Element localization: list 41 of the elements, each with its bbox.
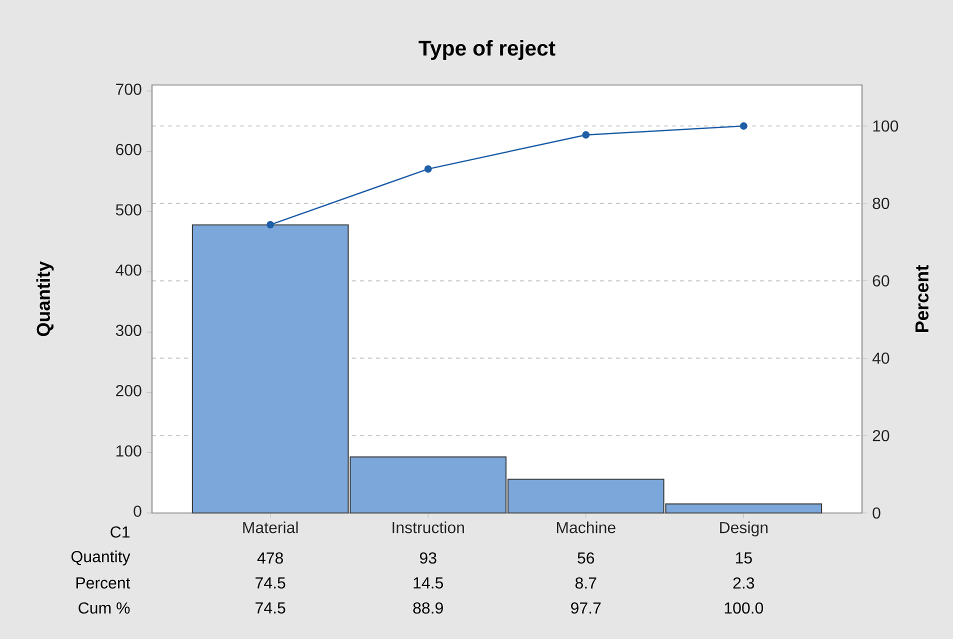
- data-label: 93: [420, 552, 436, 564]
- data-label: 74.5: [256, 602, 286, 614]
- data-label: 15: [736, 552, 752, 564]
- y2-tick-label: 80: [872, 198, 890, 210]
- y2-axis-title: Percent: [916, 265, 929, 332]
- y-tick-label: 300: [116, 324, 142, 336]
- y2-tick-label: 20: [872, 430, 890, 442]
- x-tick-label: Design: [720, 521, 768, 536]
- y-tick-label: 600: [116, 144, 142, 156]
- point: [740, 122, 748, 130]
- x-axis-title: C1: [110, 526, 130, 538]
- text: Cum %: [78, 602, 130, 614]
- x-tick-label: Material: [243, 521, 298, 534]
- data-label: 56: [578, 552, 594, 564]
- point: [582, 131, 590, 139]
- x-tick-label: Machine: [556, 521, 616, 534]
- text: Percent: [76, 577, 130, 589]
- y2-tick-label: 0: [872, 507, 880, 519]
- data-label: 88.9: [413, 602, 443, 614]
- text: 74.5: [256, 577, 286, 589]
- data-label: 97.7: [571, 602, 601, 614]
- y-tick-label: 100: [116, 445, 142, 457]
- y-tick-label: 200: [116, 385, 142, 396]
- data-label: 478: [257, 552, 283, 564]
- y2-tick-label: 100: [873, 120, 898, 132]
- point: [266, 220, 274, 228]
- y-axis-title: Quantity: [36, 261, 54, 336]
- y-tick-label: 500: [116, 204, 142, 216]
- text: 2.3: [733, 577, 754, 589]
- y-tick-label: 0: [134, 506, 142, 517]
- data-label: 100.0: [724, 602, 764, 614]
- x-tick-label: Instruction: [392, 521, 464, 534]
- chart-title: Type of reject: [418, 40, 556, 60]
- text: Quantity: [71, 550, 130, 566]
- point: [424, 165, 432, 173]
- y2-tick-label: 40: [872, 352, 890, 364]
- text: 8.7: [575, 577, 596, 589]
- y-tick-label: 400: [116, 264, 142, 276]
- y2-tick-label: 60: [872, 275, 890, 286]
- y-tick-label: 700: [116, 84, 142, 95]
- text: 14.5: [414, 577, 443, 589]
